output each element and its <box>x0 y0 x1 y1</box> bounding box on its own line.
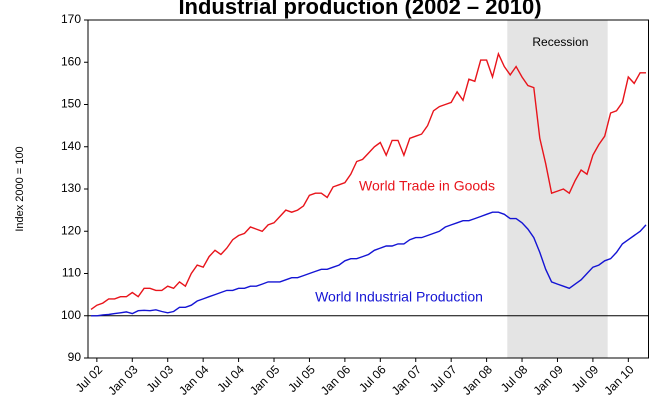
x-tick-label: Jul 02 <box>73 362 106 395</box>
x-tick-label: Jan 04 <box>176 362 212 398</box>
y-axis-label: Index 2000 = 100 <box>14 146 26 231</box>
y-tick-label: 160 <box>61 54 81 68</box>
x-tick-label: Jan 09 <box>530 362 566 398</box>
recession-label: Recession <box>532 35 588 49</box>
y-tick-label: 140 <box>61 139 81 153</box>
x-tick-label: Jan 03 <box>105 362 141 398</box>
y-tick-label: 110 <box>62 266 81 280</box>
chart-title: Industrial production (2002 – 2010) <box>178 0 541 19</box>
x-tick-label: Jul 07 <box>427 362 460 395</box>
x-tick-label: Jan 05 <box>247 362 283 398</box>
x-tick-label: Jan 08 <box>460 362 496 398</box>
y-tick-label: 120 <box>61 223 81 237</box>
x-tick-label: Jan 06 <box>318 362 354 398</box>
series-line <box>90 51 646 310</box>
recession-shade <box>507 20 608 358</box>
x-tick-label: Jul 08 <box>498 362 531 395</box>
y-tick-label: 130 <box>61 181 81 195</box>
x-tick-label: Jan 10 <box>601 362 637 398</box>
x-tick-label: Jul 04 <box>214 362 247 395</box>
x-tick-label: Jan 07 <box>389 362 425 398</box>
y-tick-label: 170 <box>61 12 81 26</box>
y-tick-label: 90 <box>68 350 82 364</box>
series-label: World Industrial Production <box>315 289 483 305</box>
series-line <box>91 211 647 317</box>
x-tick-label: Jul 03 <box>144 362 177 395</box>
x-tick-label: Jul 09 <box>569 362 602 395</box>
y-tick-label: 100 <box>61 308 81 322</box>
x-tick-label: Jul 06 <box>356 362 389 395</box>
y-tick-label: 150 <box>61 97 81 111</box>
series-label: World Trade in Goods <box>359 178 495 194</box>
x-tick-label: Jul 05 <box>285 362 318 395</box>
